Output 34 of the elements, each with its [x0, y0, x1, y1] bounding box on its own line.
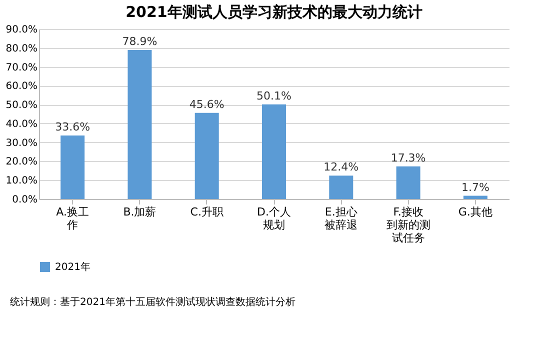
y-tick-label: 30.0%	[6, 138, 38, 149]
bar	[60, 136, 85, 199]
bar	[463, 196, 488, 199]
y-tick-label: 50.0%	[6, 100, 38, 112]
bar	[128, 50, 152, 199]
bar	[329, 176, 354, 199]
legend-label: 2021年	[55, 261, 90, 273]
y-tick-label: 80.0%	[6, 43, 38, 54]
data-label: 33.6%	[55, 120, 90, 134]
x-tick-label: E.担心被辞退	[324, 206, 358, 232]
y-tick-label: 10.0%	[6, 176, 38, 187]
data-label: 45.6%	[189, 98, 224, 111]
data-label: 50.1%	[256, 89, 292, 102]
y-tick-label: 0.0%	[12, 194, 38, 206]
bar	[262, 104, 286, 199]
x-tick-label: F.接收到新的测试任务	[386, 206, 430, 244]
y-tick-label: 60.0%	[6, 81, 38, 92]
text: 统计规则：基于2021年第十五届软件测试现状调查数据统计分析	[9, 296, 296, 310]
y-tick-label: 20.0%	[6, 156, 38, 168]
x-tick-label: C.升职	[190, 206, 224, 218]
data-label: 17.3%	[390, 151, 426, 164]
x-tick-label: D.个人规划	[257, 206, 291, 232]
y-tick-label: 70.0%	[6, 62, 38, 74]
y-tick-label: 90.0%	[6, 24, 38, 36]
x-tick-label: G.其他	[458, 206, 492, 218]
x-tick-label: A.换工作	[56, 206, 89, 232]
data-label: 78.9%	[122, 34, 158, 48]
bar	[396, 166, 420, 199]
y-tick-label: 40.0%	[6, 118, 38, 130]
bar	[194, 112, 219, 199]
data-label: 12.4%	[324, 160, 359, 174]
data-label: 1.7%	[461, 180, 490, 194]
x-tick-label: B.加薪	[123, 206, 156, 218]
chart-title: 2021年测试人员学习新技术的最大动力统计	[126, 3, 422, 21]
